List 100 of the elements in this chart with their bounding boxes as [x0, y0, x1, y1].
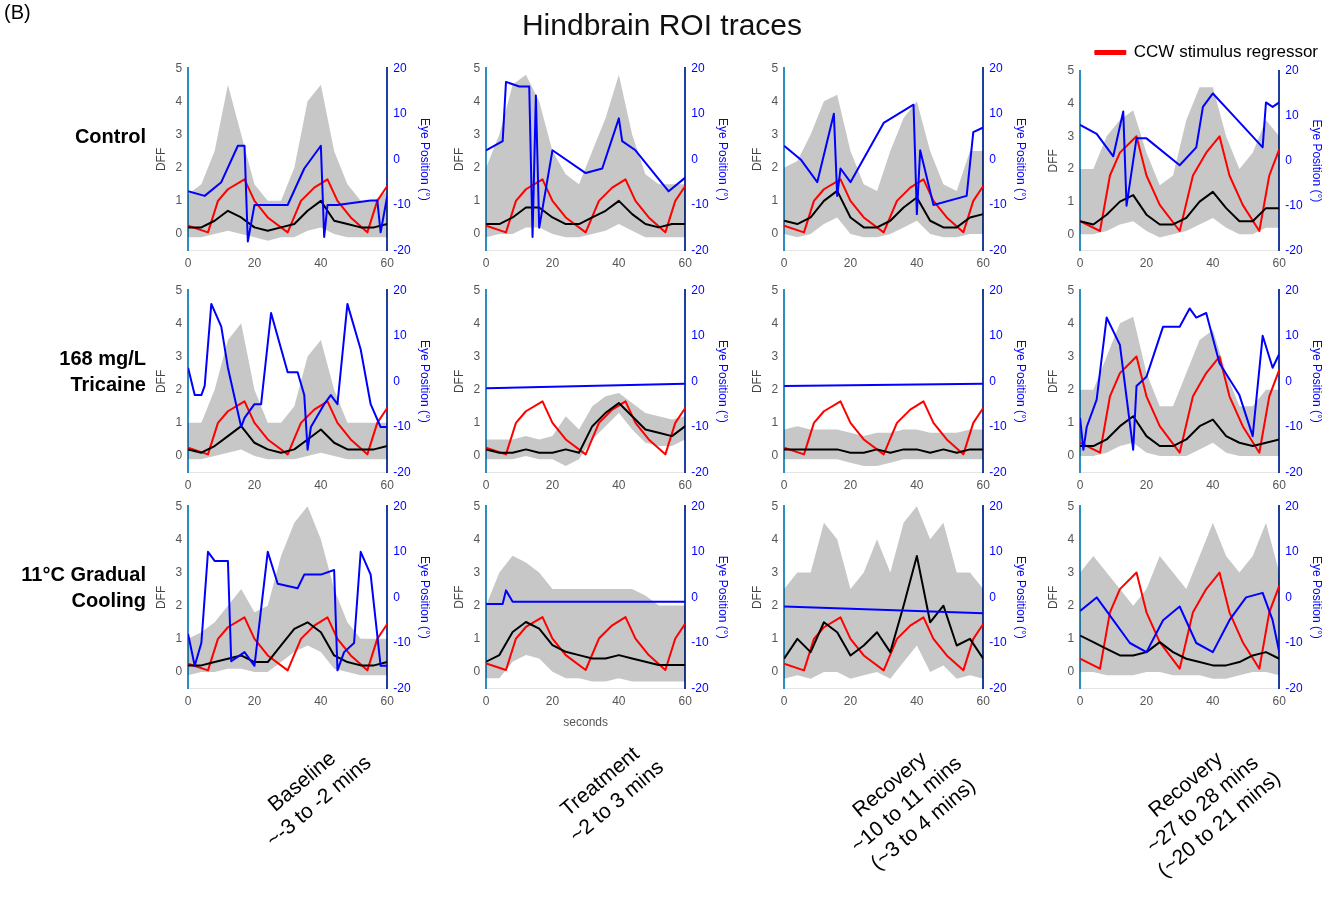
y-tick-label: 5	[1067, 282, 1075, 297]
x-tick-label: 20	[247, 478, 262, 493]
legend-label: CCW stimulus regressor	[1133, 42, 1319, 62]
y2-tick-label: 0	[691, 589, 699, 604]
y2-axis-title: Eye Position (°)	[1014, 339, 1029, 423]
y-tick-label: 3	[473, 126, 481, 141]
y2-tick-label: -10	[1285, 198, 1303, 213]
y2-tick-label: 0	[691, 373, 699, 388]
y2-tick-label: 0	[393, 151, 401, 166]
y-tick-label: 0	[1067, 448, 1075, 463]
y-axis-title: DFF	[1045, 369, 1060, 394]
y-tick-label: 2	[1067, 382, 1075, 396]
y2-axis-title: Eye Position (°)	[1310, 119, 1324, 203]
y2-tick-label: 0	[1285, 589, 1293, 604]
y-tick-label: 1	[175, 193, 183, 208]
y2-tick-label: 20	[1285, 498, 1299, 513]
y2-tick-label: -20	[393, 464, 411, 479]
y2-axis-title: Eye Position (°)	[418, 555, 433, 639]
x-tick-label: 40	[612, 693, 626, 708]
y-tick-label: 2	[1067, 161, 1075, 176]
y-axis-title: DFF	[749, 147, 764, 172]
y2-tick-label: 20	[1285, 63, 1299, 78]
y-tick-label: 0	[473, 663, 481, 678]
y-tick-label: 5	[1067, 498, 1075, 513]
x-tick-label: 40	[314, 256, 328, 271]
y-tick-label: 5	[175, 498, 183, 513]
y2-tick-label: -10	[691, 419, 709, 434]
y-axis-title: DFF	[451, 147, 466, 172]
y-tick-label: 3	[771, 564, 779, 579]
y2-axis-title: Eye Position (°)	[1310, 339, 1324, 423]
y-tick-label: 1	[771, 631, 779, 646]
x-tick-label: 60	[1272, 256, 1287, 271]
text: Control	[73, 124, 146, 149]
y-tick-label: 4	[175, 93, 183, 108]
y2-tick-label: -10	[393, 419, 411, 434]
y2-tick-label: 20	[989, 60, 1003, 75]
x-axis-title: seconds	[563, 715, 609, 730]
y-tick-label: 3	[175, 126, 183, 141]
y-tick-label: 3	[1067, 348, 1075, 363]
y-tick-label: 2	[771, 382, 779, 396]
x-tick-label: 60	[976, 694, 991, 709]
y2-axis-title: Eye Position (°)	[1014, 555, 1029, 639]
y-tick-label: 4	[1067, 315, 1075, 330]
y2-tick-label: -20	[691, 464, 709, 479]
y2-tick-label: 10	[691, 544, 705, 559]
x-tick-label: 20	[1139, 478, 1154, 493]
x-tick-label: 40	[910, 478, 924, 493]
y-tick-label: 0	[473, 226, 481, 241]
y2-tick-label: 10	[989, 328, 1003, 343]
y2-tick-label: 20	[393, 282, 407, 297]
y2-tick-label: -10	[1285, 419, 1303, 434]
y-tick-label: 5	[473, 282, 481, 297]
y2-tick-label: 20	[989, 498, 1003, 513]
y-tick-label: 1	[1067, 415, 1075, 430]
y2-tick-label: 10	[393, 544, 407, 559]
x-tick-label: 40	[910, 256, 924, 271]
x-tick-label: 40	[314, 478, 328, 493]
y-tick-label: 3	[771, 126, 779, 141]
y-tick-label: 4	[473, 315, 481, 330]
y-tick-label: 0	[1067, 664, 1075, 679]
y2-tick-label: 10	[1285, 544, 1299, 559]
y2-tick-label: -10	[989, 419, 1007, 434]
y-tick-label: 5	[1067, 63, 1075, 78]
y-tick-label: 5	[771, 498, 779, 513]
y2-tick-label: -20	[393, 242, 411, 257]
y2-axis-title: Eye Position (°)	[716, 117, 731, 201]
text: 168 mg/L Tricaine	[58, 346, 146, 397]
y-tick-label: 0	[771, 664, 779, 679]
y-tick-label: 2	[175, 382, 183, 396]
y-axis-title: DFF	[749, 369, 764, 394]
y-tick-label: 2	[771, 160, 779, 174]
y-tick-label: 4	[175, 315, 183, 330]
x-tick-label: 20	[843, 256, 858, 271]
x-tick-label: 40	[1206, 694, 1220, 709]
x-tick-label: 60	[380, 694, 395, 709]
y-tick-label: 1	[1067, 193, 1075, 208]
x-tick-label: 40	[1206, 478, 1220, 493]
text: 11°C Gradual Cooling	[20, 562, 146, 613]
y-tick-label: 5	[473, 60, 481, 75]
x-tick-label: 60	[678, 693, 693, 708]
y2-tick-label: -20	[989, 680, 1007, 695]
y-axis-title: DFF	[153, 147, 168, 172]
y2-tick-label: 20	[989, 282, 1003, 297]
y2-tick-label: -20	[1285, 242, 1303, 257]
y2-tick-label: 0	[989, 373, 997, 388]
y-axis-title: DFF	[749, 585, 764, 610]
y-tick-label: 5	[771, 60, 779, 75]
y2-tick-label: -10	[393, 197, 411, 212]
x-tick-label: 40	[612, 256, 626, 271]
y-tick-label: 3	[473, 348, 481, 363]
y2-axis-title: Eye Position (°)	[1310, 555, 1324, 639]
y2-tick-label: 20	[691, 60, 705, 75]
y2-tick-label: 10	[1285, 328, 1299, 343]
text: Hindbrain ROI traces	[521, 8, 803, 41]
x-tick-label: 60	[976, 478, 991, 493]
y-tick-label: 0	[175, 664, 183, 679]
y-tick-label: 1	[175, 415, 183, 430]
y-tick-label: 4	[771, 93, 779, 108]
y-axis-title: DFF	[1045, 585, 1060, 610]
y-tick-label: 0	[1067, 226, 1075, 241]
